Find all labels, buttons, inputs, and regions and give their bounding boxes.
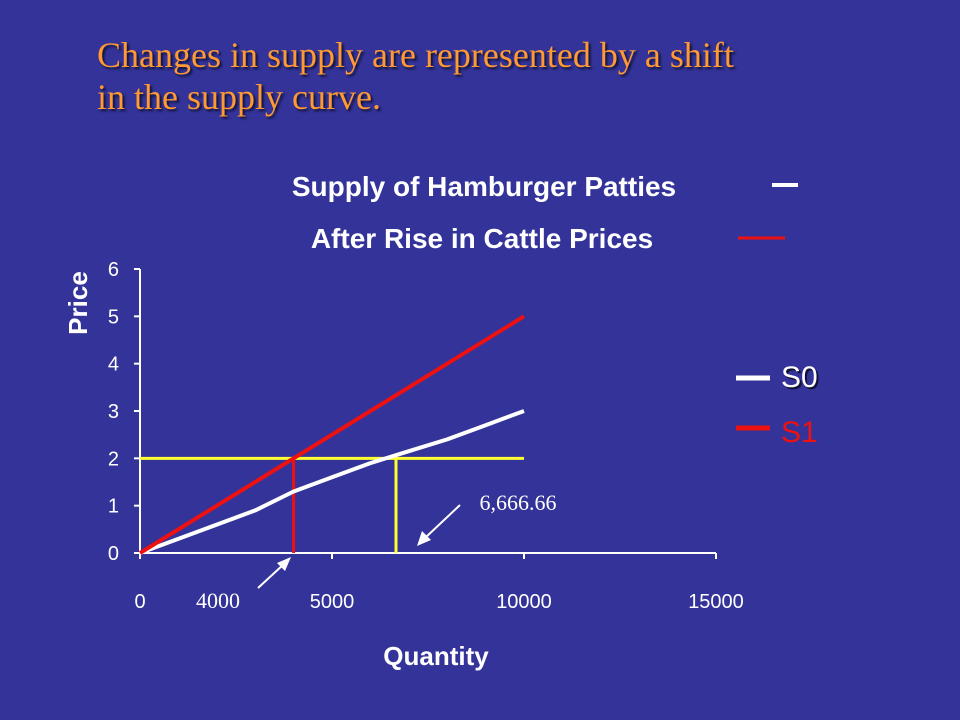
series-line-s0 [139, 409, 525, 555]
annotation-4000: 4000 [196, 588, 240, 613]
annotation-6666-arrowhead [417, 531, 431, 546]
legend-label-s0: S0 [781, 361, 818, 394]
y-tick-label: 4 [108, 354, 119, 376]
y-tick-label: 2 [108, 448, 119, 470]
y-axis-label: Price [63, 271, 93, 335]
slide-title-line-1: Changes in supply are represented by a s… [97, 35, 734, 75]
y-tick-label: 1 [108, 496, 119, 518]
x-tick-label: 15000 [688, 591, 744, 613]
slide-title: Changes in supply are represented by a s… [97, 34, 917, 118]
y-tick-label: 6 [108, 259, 119, 281]
chart-title-line-2: After Rise in Cattle Prices [311, 223, 653, 254]
x-tick-label: 5000 [310, 591, 355, 613]
y-tick-label: 0 [108, 543, 119, 565]
legend-label-s0-shadow: S0 [783, 363, 820, 396]
slide-title-line-2: in the supply curve. [97, 77, 381, 117]
chart-title-line-1: Supply of Hamburger Patties [292, 171, 676, 202]
legend-label-s1: S1 [781, 416, 818, 449]
x-tick-label: 10000 [496, 591, 552, 613]
y-tick-label: 5 [108, 306, 119, 328]
annotation-6666-arrow [424, 504, 461, 539]
series-line-s1 [138, 314, 526, 555]
x-axis-label: Quantity [383, 641, 489, 671]
y-tick-label: 3 [108, 401, 119, 423]
annotation-4000-arrowhead [277, 557, 291, 571]
x-tick-label: 0 [134, 591, 145, 613]
annotation-4000-arrow [257, 563, 285, 589]
annotation-6666: 6,666.66 [480, 490, 557, 515]
